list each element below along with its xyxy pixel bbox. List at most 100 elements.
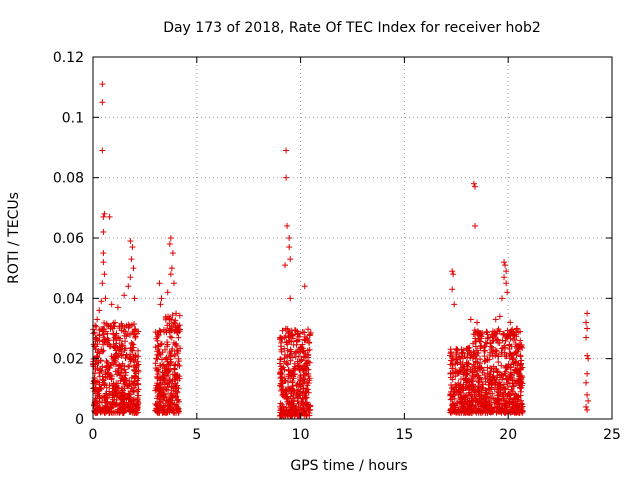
data-point [290, 371, 297, 378]
data-point [478, 383, 485, 390]
data-point [112, 391, 119, 398]
data-point [281, 366, 288, 373]
data-point [307, 329, 314, 336]
data-point [90, 378, 97, 385]
y-tick-label: 0 [75, 412, 84, 428]
data-point [98, 367, 105, 374]
data-point [113, 389, 120, 396]
data-point [300, 354, 307, 361]
data-point [301, 329, 308, 336]
data-point [170, 387, 177, 394]
data-point [460, 371, 467, 378]
data-point [154, 402, 161, 409]
data-point [100, 213, 107, 220]
data-point [114, 344, 121, 351]
data-point [450, 271, 457, 278]
data-point [99, 280, 106, 287]
data-point [170, 280, 177, 287]
data-point [506, 395, 513, 402]
data-point [112, 319, 119, 326]
data-point [456, 387, 463, 394]
data-point [99, 363, 106, 370]
data-point [157, 351, 164, 358]
data-point [168, 265, 175, 272]
data-point [583, 403, 590, 410]
data-point [281, 345, 288, 352]
data-point [167, 356, 174, 363]
data-point [90, 341, 97, 348]
data-point [515, 371, 522, 378]
data-point [119, 322, 126, 329]
data-point [166, 377, 173, 384]
data-point [153, 407, 160, 414]
data-point [502, 262, 509, 269]
grid [93, 57, 612, 419]
data-point [291, 371, 298, 378]
data-point [498, 349, 505, 356]
data-point [169, 371, 176, 378]
data-point [455, 380, 462, 387]
data-point [500, 381, 507, 388]
data-point [484, 356, 491, 363]
data-point [299, 390, 306, 397]
data-point [172, 341, 179, 348]
data-point [515, 379, 522, 386]
data-point [99, 99, 106, 106]
data-point [126, 378, 133, 385]
data-point [495, 326, 502, 333]
data-point [501, 370, 508, 377]
data-point [134, 399, 141, 406]
data-point [286, 328, 293, 335]
data-point [492, 316, 499, 323]
data-point [294, 338, 301, 345]
data-point [306, 407, 313, 414]
data-point [303, 399, 310, 406]
data-point [484, 375, 491, 382]
data-point [298, 343, 305, 350]
data-point [279, 392, 286, 399]
data-point [515, 407, 522, 414]
data-point [276, 336, 283, 343]
data-point [94, 388, 101, 395]
data-point [504, 289, 511, 296]
data-point [108, 408, 115, 415]
data-point [288, 398, 295, 405]
data-point [484, 329, 491, 336]
data-point [156, 280, 163, 287]
data-point [505, 364, 512, 371]
data-point [154, 375, 161, 382]
data-point [510, 336, 517, 343]
data-point [504, 399, 511, 406]
data-point [126, 323, 133, 330]
data-point [169, 400, 176, 407]
axis-ticks: 0 5 10 15 20 25 0 0.02 0.04 0.06 0.08 0.1 0.12 [53, 50, 621, 443]
data-point [158, 295, 165, 302]
data-point [126, 396, 133, 403]
data-point [101, 397, 108, 404]
data-point [499, 405, 506, 412]
data-point [466, 406, 473, 413]
data-point [470, 353, 477, 360]
data-point [517, 388, 524, 395]
data-point [169, 250, 176, 257]
data-point [285, 379, 292, 386]
data-point [503, 268, 510, 275]
data-point [449, 268, 456, 275]
data-point [283, 338, 290, 345]
data-point [101, 210, 108, 217]
data-point [126, 408, 133, 415]
data-point [512, 329, 519, 336]
data-point [125, 283, 132, 290]
data-point [103, 384, 110, 391]
data-point [125, 390, 132, 397]
data-point [458, 376, 465, 383]
data-point [113, 380, 120, 387]
data-point [459, 401, 466, 408]
data-point [169, 345, 176, 352]
data-point [450, 391, 457, 398]
data-point [493, 350, 500, 357]
data-point [174, 397, 181, 404]
data-point [99, 147, 106, 154]
data-point [465, 360, 472, 367]
data-point [449, 286, 456, 293]
